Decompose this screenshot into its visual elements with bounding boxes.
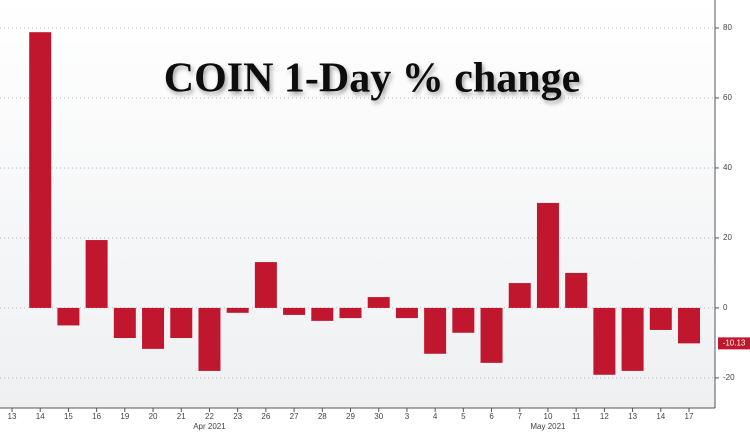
x-tick-label: 3	[405, 412, 410, 421]
y-tick-label: 40	[723, 163, 732, 172]
month-label: May 2021	[530, 422, 566, 431]
bar	[508, 283, 531, 308]
bar	[29, 32, 52, 308]
bar	[480, 307, 503, 363]
bar	[621, 307, 644, 371]
bar	[678, 307, 700, 344]
bar	[85, 240, 108, 308]
x-tick-label: 19	[120, 412, 129, 421]
y-tick-label: 60	[723, 93, 732, 102]
y-tick-label: 0	[723, 303, 728, 312]
bar	[536, 202, 559, 308]
x-tick-label: 29	[346, 412, 355, 421]
x-tick-label: 4	[433, 412, 438, 421]
bar	[565, 272, 588, 308]
last-value-tag	[718, 337, 750, 350]
bar	[254, 262, 277, 308]
x-tick-label: 26	[261, 412, 270, 421]
x-tick-label: 14	[656, 412, 665, 421]
x-tick-label: 5	[461, 412, 466, 421]
x-tick-label: 22	[205, 412, 214, 421]
x-tick-label: 21	[177, 412, 186, 421]
x-tick-label: 7	[518, 412, 523, 421]
bar	[311, 307, 334, 321]
x-tick-label: 13	[8, 412, 17, 421]
y-tick-label: 80	[723, 23, 732, 32]
bar	[339, 307, 362, 319]
last-value-label: -10.13	[723, 338, 746, 347]
x-tick-label: 23	[233, 412, 242, 421]
chart-title: COIN 1-Day % change	[164, 56, 581, 102]
bar	[113, 307, 136, 339]
bar	[452, 307, 475, 333]
x-tick-label: 30	[374, 412, 383, 421]
x-tick-label: 28	[318, 412, 327, 421]
x-tick-label: 20	[149, 412, 158, 421]
bar	[367, 297, 390, 308]
x-tick-label: 10	[544, 412, 553, 421]
bar	[170, 307, 193, 339]
bar	[424, 307, 447, 354]
y-tick-label: 20	[723, 233, 732, 242]
x-tick-label: 14	[36, 412, 45, 421]
month-label: Apr 2021	[193, 422, 226, 431]
bar	[593, 307, 616, 375]
bar	[649, 307, 672, 330]
bar	[198, 307, 221, 371]
x-tick-label: 12	[600, 412, 609, 421]
bar	[142, 307, 165, 349]
x-tick-label: 27	[290, 412, 299, 421]
x-tick-label: 15	[64, 412, 73, 421]
bar	[226, 307, 249, 313]
x-tick-label: 17	[685, 412, 694, 421]
x-tick-label: 11	[572, 412, 581, 421]
bar	[283, 307, 306, 315]
y-tick-label: -20	[723, 373, 735, 382]
bar	[395, 307, 418, 319]
x-tick-label: 16	[92, 412, 101, 421]
bar	[57, 307, 80, 326]
x-tick-label: 6	[489, 412, 494, 421]
x-tick-label: 13	[628, 412, 637, 421]
